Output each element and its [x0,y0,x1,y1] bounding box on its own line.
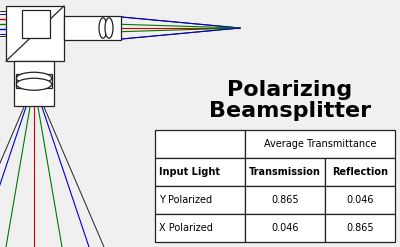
Bar [155,186,245,214]
Text: Polarizing
Beamsplitter: Polarizing Beamsplitter [209,80,371,121]
Bar [16,74,52,88]
Bar [325,158,395,186]
Bar [245,214,325,242]
Text: 0.865: 0.865 [346,223,374,233]
Bar [155,130,245,158]
Bar [245,186,325,214]
Text: Reflection: Reflection [332,167,388,177]
Ellipse shape [16,78,52,90]
Bar [155,214,245,242]
Ellipse shape [99,18,107,38]
Text: Input Light: Input Light [159,167,220,177]
Text: Transmission: Transmission [249,167,321,177]
Text: Y Polarized: Y Polarized [159,195,212,205]
Bar [245,158,325,186]
Bar [22,10,50,38]
Ellipse shape [105,18,113,38]
Bar [155,158,245,186]
Text: X Polarized: X Polarized [159,223,213,233]
Text: 0.046: 0.046 [271,223,299,233]
Bar [325,214,395,242]
Bar [6,6,64,61]
Bar [64,16,121,40]
Bar [325,186,395,214]
Bar [245,130,395,158]
Text: 0.865: 0.865 [271,195,299,205]
Bar [14,61,54,106]
Text: 0.046: 0.046 [346,195,374,205]
Ellipse shape [16,72,52,84]
Text: Average Transmittance: Average Transmittance [264,139,376,149]
